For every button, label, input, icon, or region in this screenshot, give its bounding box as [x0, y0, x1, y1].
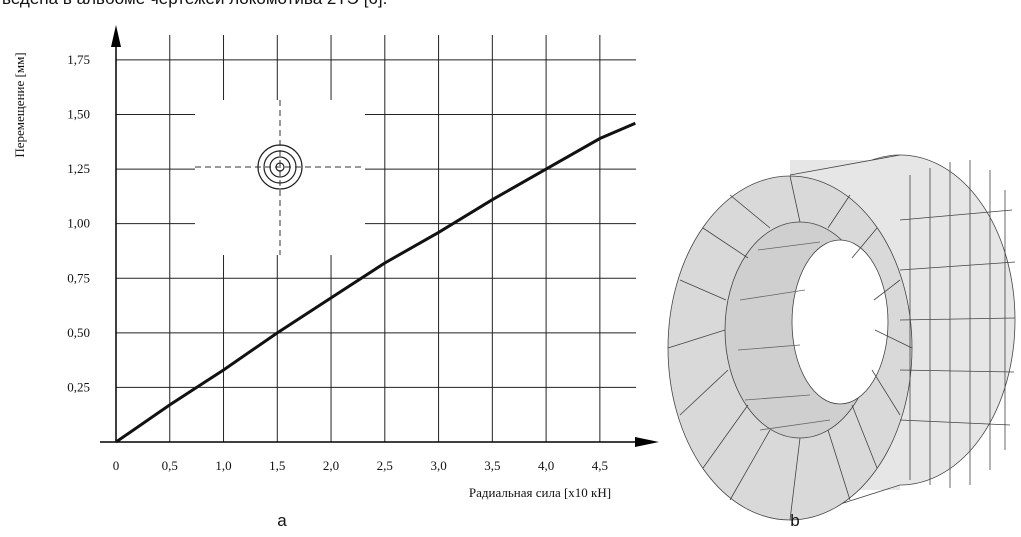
y-tick-label: 1,25 — [67, 161, 90, 176]
x-tick-label: 0 — [113, 458, 120, 473]
y-axis-arrow — [111, 25, 121, 47]
page: ведена в альбоме чертежей локомотива 2ТЭ… — [0, 0, 1021, 537]
chart: 0 0,5 1,0 1,5 2,0 2,5 3,0 3,5 4,0 4,5 0,25 0,50 0,75… — [12, 25, 659, 500]
x-tick-label: 4,0 — [538, 458, 554, 473]
y-tick-label: 1,00 — [67, 216, 90, 231]
x-tick-label: 2,5 — [377, 458, 393, 473]
y-axis-label: Перемещение [мм] — [12, 52, 27, 157]
y-tick-label: 0,50 — [67, 325, 90, 340]
x-tick-label: 0,5 — [162, 458, 178, 473]
header-text: ведена в альбоме чертежей локомотива 2ТЭ… — [2, 0, 387, 8]
x-tick-label: 3,5 — [484, 458, 500, 473]
y-tick-label: 1,50 — [67, 107, 90, 122]
x-tick-label: 1,0 — [215, 458, 231, 473]
x-axis-arrow — [635, 437, 659, 447]
x-tick-label: 2,0 — [323, 458, 339, 473]
data-line — [116, 123, 635, 442]
caption: b — [790, 511, 799, 530]
x-tick-label: 4,5 — [592, 458, 608, 473]
mesh-image — [668, 155, 1015, 520]
x-tick-label: 1,5 — [269, 458, 285, 473]
y-tick-label: 0,25 — [67, 379, 90, 394]
x-axis-label: Радиальная сила [x10 кН] — [469, 485, 611, 500]
caption: a — [277, 511, 287, 530]
y-tick-label: 1,75 — [67, 52, 90, 67]
figure: ведена в альбоме чертежей локомотива 2ТЭ… — [0, 0, 1021, 537]
x-tick-label: 3,0 — [430, 458, 446, 473]
y-tick-label: 0,75 — [67, 270, 90, 285]
